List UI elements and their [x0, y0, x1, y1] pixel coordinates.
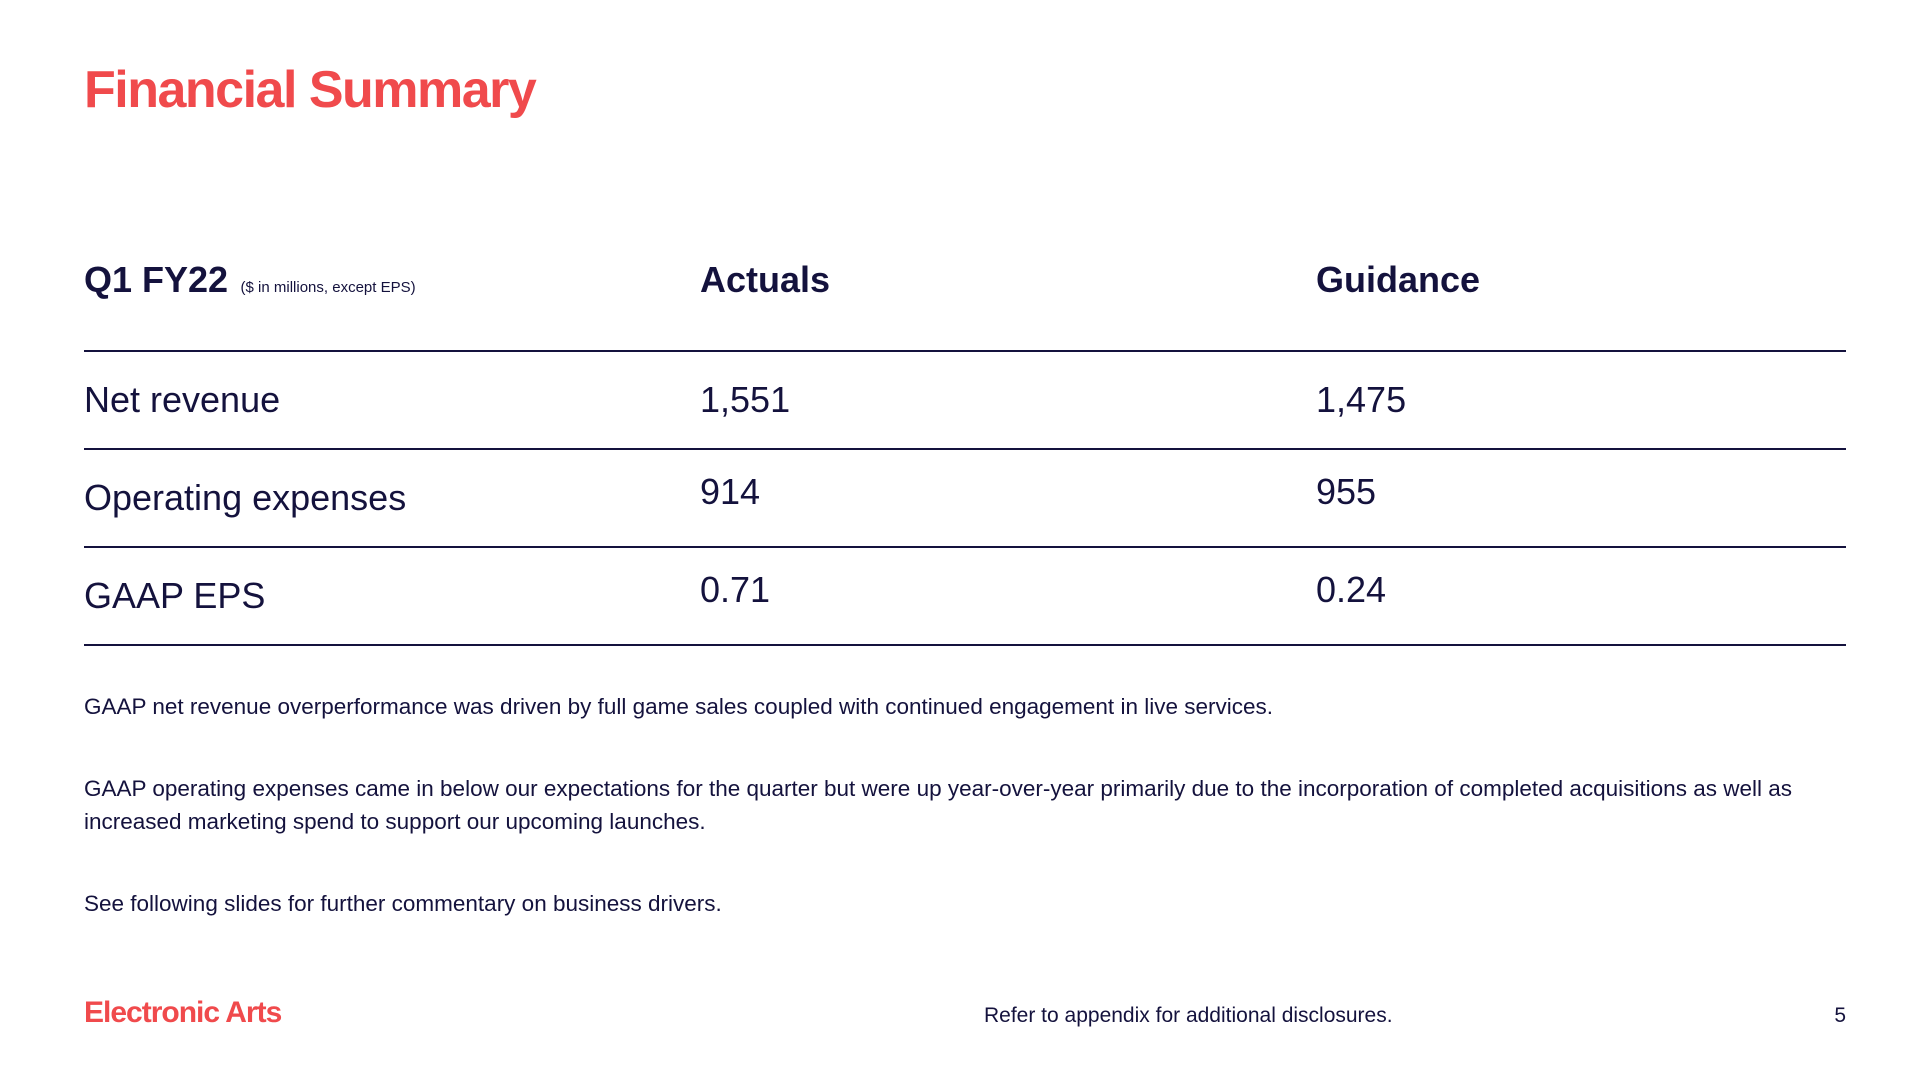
- row-actuals-value: 914: [700, 471, 761, 512]
- financial-summary-table: Q1 FY22 ($ in millions, except EPS) Actu…: [84, 250, 1846, 646]
- row-guidance-value: 0.24: [1316, 569, 1387, 610]
- header-actuals: Actuals: [700, 259, 831, 300]
- header-period-label: Q1 FY22: [84, 259, 229, 300]
- row-guidance-value: 1,475: [1316, 379, 1407, 420]
- row-label: Net revenue: [84, 379, 281, 420]
- commentary-revenue: GAAP net revenue overperformance was dri…: [84, 694, 1273, 719]
- commentary: GAAP net revenue overperformance was dri…: [84, 690, 1894, 969]
- table-row-operating-expenses: Operating expenses 914 955: [84, 450, 1846, 548]
- ea-logo: Electronic Arts: [84, 996, 282, 1029]
- row-actuals-value: 1,551: [700, 379, 791, 420]
- commentary-further: See following slides for further comment…: [84, 891, 722, 916]
- row-actuals-value: 0.71: [700, 569, 771, 610]
- commentary-opex: GAAP operating expenses came in below ou…: [84, 776, 1792, 834]
- header-guidance: Guidance: [1316, 259, 1481, 300]
- header-units-note: ($ in millions, except EPS): [240, 279, 416, 296]
- footer-disclosure: Refer to appendix for additional disclos…: [984, 1004, 1393, 1027]
- table-row-net-revenue: Net revenue 1,551 1,475: [84, 352, 1846, 450]
- row-guidance-value: 955: [1316, 471, 1377, 512]
- slide-title: Financial Summary: [84, 61, 537, 119]
- table-header-row: Q1 FY22 ($ in millions, except EPS) Actu…: [84, 250, 1846, 352]
- table-row-gaap-eps: GAAP EPS 0.71 0.24: [84, 548, 1846, 646]
- row-label: Operating expenses: [84, 477, 407, 518]
- row-label: GAAP EPS: [84, 575, 266, 616]
- page-number: 5: [1834, 1004, 1846, 1027]
- header-period-cell: Q1 FY22 ($ in millions, except EPS): [84, 250, 700, 310]
